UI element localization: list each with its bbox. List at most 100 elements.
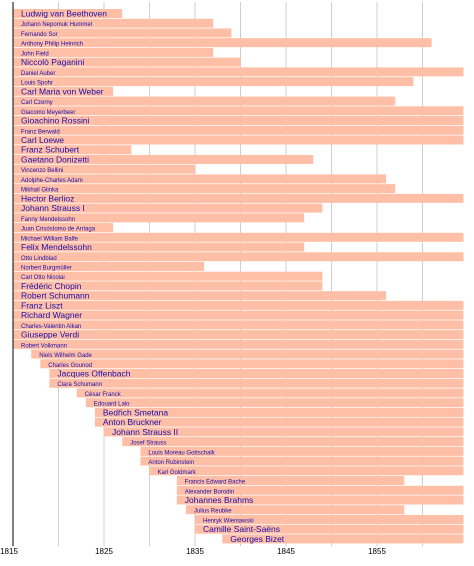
bar-felix-mendelssohn[interactable] bbox=[13, 242, 305, 252]
bar-edouard-lalo[interactable] bbox=[85, 398, 464, 408]
bar-julius-reubke[interactable] bbox=[185, 505, 405, 515]
label-clara-schumann[interactable]: Clara Schumann bbox=[57, 382, 102, 388]
label-charles-valentin-alkan[interactable]: Charles-Valentin Alkan bbox=[21, 324, 81, 330]
label-mikhail-glinka[interactable]: Mikhail Glinka bbox=[21, 188, 59, 194]
label-carl-maria-von-weber[interactable]: Carl Maria von Weber bbox=[21, 86, 104, 96]
bar-josef-strauss[interactable] bbox=[122, 437, 464, 447]
bar-niccolo-paganini[interactable] bbox=[13, 57, 241, 67]
label-franz-schubert[interactable]: Franz Schubert bbox=[21, 145, 80, 155]
label-fanny-mendelssohn[interactable]: Fanny Mendelssohn bbox=[21, 217, 75, 223]
label-juan-crisostomo-de-arriaga[interactable]: Juan Crisóstomo de Arriaga bbox=[21, 227, 96, 233]
label-alexander-borodin[interactable]: Alexander Borodin bbox=[185, 489, 234, 495]
label-daniel-auber[interactable]: Daniel Auber bbox=[21, 71, 55, 77]
bar-franz-schubert[interactable] bbox=[13, 145, 132, 155]
bar-henryk-wieniawski[interactable] bbox=[195, 514, 464, 524]
label-johann-strauss-ii[interactable]: Johann Strauss II bbox=[112, 427, 178, 437]
bar-johann-strauss-i[interactable] bbox=[13, 203, 323, 213]
bar-robert-volkmann[interactable] bbox=[13, 339, 464, 349]
bar-charles-gounod[interactable] bbox=[40, 359, 464, 369]
label-felix-mendelssohn[interactable]: Felix Mendelssohn bbox=[21, 242, 92, 252]
bar-karl-goldmark[interactable] bbox=[149, 466, 464, 476]
bar-bedrich-smetana[interactable] bbox=[94, 407, 464, 417]
bar-johann-nepomuk-hummel[interactable] bbox=[13, 18, 214, 28]
label-franz-berwald[interactable]: Franz Berwald bbox=[21, 129, 60, 135]
bar-richard-wagner[interactable] bbox=[13, 310, 464, 320]
label-johannes-brahms[interactable]: Johannes Brahms bbox=[185, 495, 254, 505]
label-ludwig-van-beethoven[interactable]: Ludwig van Beethoven bbox=[21, 9, 107, 19]
label-giacomo-meyerbeer[interactable]: Giacomo Meyerbeer bbox=[21, 110, 75, 116]
bar-gioachino-rossini[interactable] bbox=[13, 116, 464, 126]
label-julius-reubke[interactable]: Julius Reubke bbox=[194, 509, 232, 515]
bar-carl-otto-nicolai[interactable] bbox=[13, 271, 323, 281]
label-robert-schumann[interactable]: Robert Schumann bbox=[21, 291, 90, 301]
label-niels-wilhelm-gade[interactable]: Niels Wilhelm Gade bbox=[39, 353, 92, 359]
bar-johannes-brahms[interactable] bbox=[176, 495, 464, 505]
label-giuseppe-verdi[interactable]: Giuseppe Verdi bbox=[21, 330, 79, 340]
bar-michael-william-balfe[interactable] bbox=[13, 232, 464, 242]
bar-daniel-auber[interactable] bbox=[13, 67, 464, 77]
bar-charles-valentin-alkan[interactable] bbox=[13, 320, 464, 330]
bar-anton-rubinstein[interactable] bbox=[140, 456, 464, 466]
label-niccolo-paganini[interactable]: Niccolò Paganini bbox=[21, 57, 84, 67]
label-michael-william-balfe[interactable]: Michael William Balfe bbox=[21, 236, 79, 242]
label-camille-saint-saens[interactable]: Camille Saint-Saëns bbox=[203, 524, 280, 534]
label-johann-nepomuk-hummel[interactable]: Johann Nepomuk Hummel bbox=[21, 22, 92, 28]
bar-camille-saint-saens[interactable] bbox=[195, 524, 464, 534]
label-francis-edward-bache[interactable]: Francis Edward Bache bbox=[185, 480, 246, 486]
bar-louis-spohr[interactable] bbox=[13, 77, 414, 87]
label-johann-strauss-i[interactable]: Johann Strauss I bbox=[21, 203, 85, 213]
label-edouard-lalo[interactable]: Edouard Lalo bbox=[94, 402, 130, 408]
bar-ludwig-van-beethoven[interactable] bbox=[13, 9, 123, 18]
bar-vincenzo-bellini[interactable] bbox=[13, 164, 195, 174]
label-carl-czerny[interactable]: Carl Czerny bbox=[21, 100, 53, 106]
bar-juan-crisostomo-de-arriaga[interactable] bbox=[13, 223, 114, 233]
label-norbert-burgmuller[interactable]: Norbert Burgmüller bbox=[21, 265, 72, 271]
bar-louis-moreau-gottschalk[interactable] bbox=[140, 446, 464, 456]
label-robert-volkmann[interactable]: Robert Volkmann bbox=[21, 343, 67, 349]
label-otto-lindblad[interactable]: Otto Lindblad bbox=[21, 256, 57, 262]
label-carl-otto-nicolai[interactable]: Carl Otto Nicolai bbox=[21, 275, 65, 281]
label-anton-rubinstein[interactable]: Anton Rubinstein bbox=[148, 460, 194, 466]
label-frederic-chopin[interactable]: Frédéric Chopin bbox=[21, 281, 82, 291]
label-anton-bruckner[interactable]: Anton Bruckner bbox=[103, 417, 162, 427]
bar-frederic-chopin[interactable] bbox=[13, 281, 323, 291]
bar-johann-strauss-ii[interactable] bbox=[104, 427, 464, 437]
label-josef-strauss[interactable]: Josef Strauss bbox=[130, 441, 166, 447]
label-carl-loewe[interactable]: Carl Loewe bbox=[21, 135, 64, 145]
bar-mikhail-glinka[interactable] bbox=[13, 184, 396, 194]
bar-fernando-sor[interactable] bbox=[13, 28, 232, 38]
bar-giuseppe-verdi[interactable] bbox=[13, 330, 464, 340]
label-louis-moreau-gottschalk[interactable]: Louis Moreau Gottschalk bbox=[148, 450, 215, 456]
label-gioachino-rossini[interactable]: Gioachino Rossini bbox=[21, 116, 90, 126]
label-hector-berlioz[interactable]: Hector Berlioz bbox=[21, 193, 74, 203]
bar-georges-bizet[interactable] bbox=[222, 534, 464, 544]
bar-niels-wilhelm-gade[interactable] bbox=[31, 349, 464, 359]
bar-alexander-borodin[interactable] bbox=[176, 485, 464, 495]
label-georges-bizet[interactable]: Georges Bizet bbox=[230, 534, 284, 544]
label-gaetano-donizetti[interactable]: Gaetano Donizetti bbox=[21, 154, 89, 164]
bar-anthony-philip-heinrich[interactable] bbox=[13, 38, 432, 48]
bar-carl-maria-von-weber[interactable] bbox=[13, 86, 114, 96]
bar-jacques-offenbach[interactable] bbox=[49, 369, 464, 379]
bar-cesar-franck[interactable] bbox=[76, 388, 464, 398]
label-louis-spohr[interactable]: Louis Spohr bbox=[21, 81, 53, 87]
label-anthony-philip-heinrich[interactable]: Anthony Philip Heinrich bbox=[21, 42, 83, 48]
bar-franz-liszt[interactable] bbox=[13, 300, 464, 310]
bar-robert-schumann[interactable] bbox=[13, 291, 387, 301]
bar-anton-bruckner[interactable] bbox=[94, 417, 464, 427]
bar-carl-czerny[interactable] bbox=[13, 96, 396, 106]
label-john-field[interactable]: John Field bbox=[21, 51, 49, 57]
label-adolphe-charles-adam[interactable]: Adolphe-Charles Adam bbox=[21, 178, 83, 184]
label-charles-gounod[interactable]: Charles Gounod bbox=[48, 363, 92, 369]
bar-hector-berlioz[interactable] bbox=[13, 193, 464, 203]
bar-fanny-mendelssohn[interactable] bbox=[13, 213, 305, 223]
label-karl-goldmark[interactable]: Karl Goldmark bbox=[158, 470, 197, 476]
bar-clara-schumann[interactable] bbox=[49, 378, 464, 388]
bar-carl-loewe[interactable] bbox=[13, 135, 464, 145]
label-bedrich-smetana[interactable]: Bedřich Smetana bbox=[103, 407, 168, 417]
bar-john-field[interactable] bbox=[13, 47, 214, 57]
bar-gaetano-donizetti[interactable] bbox=[13, 154, 314, 164]
bar-giacomo-meyerbeer[interactable] bbox=[13, 106, 464, 116]
bar-francis-edward-bache[interactable] bbox=[176, 476, 405, 486]
label-vincenzo-bellini[interactable]: Vincenzo Bellini bbox=[21, 168, 63, 174]
